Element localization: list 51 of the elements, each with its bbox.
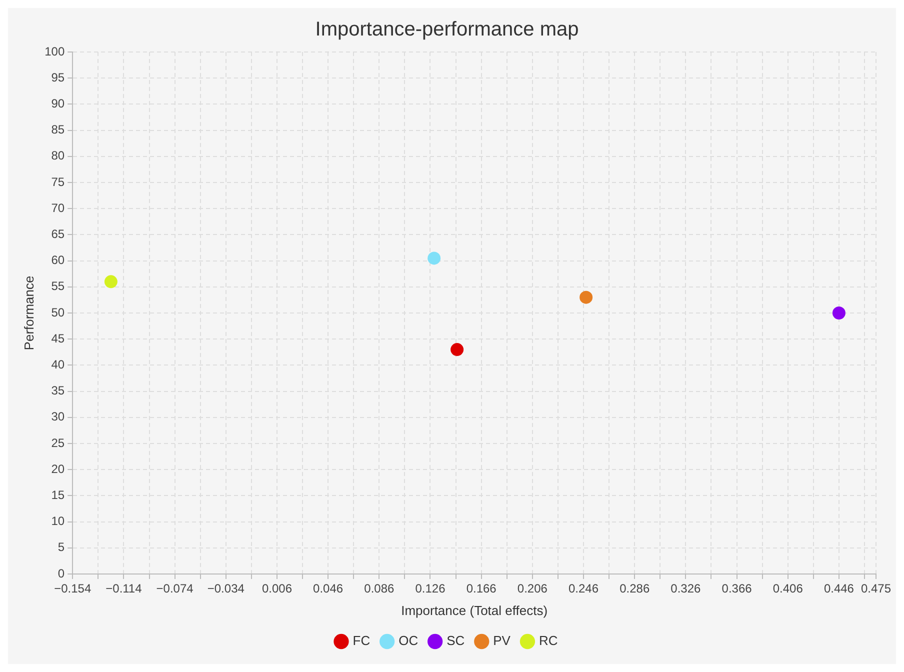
- y-tick-label: 10: [51, 514, 65, 528]
- legend-label: SC: [446, 633, 465, 648]
- y-tick-label: 20: [51, 462, 65, 476]
- x-tick-label: 0.286: [620, 582, 650, 596]
- x-tick-label: 0.246: [568, 582, 599, 596]
- x-tick-label: −0.114: [106, 582, 142, 596]
- x-tick-label: −0.034: [207, 582, 245, 596]
- point: [832, 306, 846, 320]
- y-tick-label: 65: [51, 227, 65, 242]
- x-tick-label: 0.086: [364, 582, 394, 596]
- x-tick-label: 0.406: [772, 582, 804, 596]
- y-tick-label: 50: [51, 305, 65, 320]
- y-tick-label: 45: [51, 331, 65, 346]
- y-tick-label: 90: [51, 96, 65, 111]
- y-tick-label: 5: [58, 540, 65, 554]
- x-tick-label: −0.074: [156, 582, 194, 596]
- legend-label: OC: [398, 633, 418, 648]
- legend-label: PV: [493, 633, 511, 648]
- x-tick-label: 0.326: [670, 582, 702, 596]
- y-tick-label: 55: [51, 279, 65, 294]
- y-tick-label: 75: [51, 174, 65, 189]
- y-tick-label: 0: [58, 566, 65, 580]
- x-tick-label: 0.206: [517, 582, 548, 596]
- point: [428, 252, 441, 265]
- y-tick-label: 15: [51, 488, 65, 502]
- x-tick-label: 0.366: [722, 582, 752, 596]
- y-tick-label: 80: [51, 148, 65, 163]
- y-tick-label: 40: [51, 358, 65, 372]
- x-tick-label: 0.446: [824, 582, 854, 596]
- y-tick-label: 85: [51, 122, 65, 137]
- y-tick-label: 100: [44, 44, 65, 58]
- point: [580, 290, 593, 304]
- point: [450, 343, 464, 356]
- y-axis-title: Performance: [21, 276, 36, 350]
- chart-title: Importance-performance map: [315, 18, 579, 41]
- y-tick-label: 95: [51, 70, 65, 84]
- x-tick-label: 0.166: [466, 582, 497, 596]
- legend-label: RC: [538, 633, 558, 648]
- point: [104, 275, 118, 288]
- y-tick-label: 30: [51, 410, 65, 424]
- x-axis-title: Importance (Total effects): [401, 602, 548, 618]
- x-tick-label: 0.126: [415, 582, 446, 596]
- y-tick-label: 60: [51, 253, 65, 268]
- x-tick-label: 0.046: [313, 582, 344, 596]
- x-tick-label: 0.475: [860, 582, 892, 596]
- x-tick-label: 0.006: [262, 582, 292, 596]
- x-tick-label: −0.154: [54, 582, 92, 596]
- legend-label: FC: [352, 633, 370, 648]
- y-tick-label: 35: [51, 384, 65, 398]
- y-tick-label: 25: [51, 436, 65, 450]
- y-tick-label: 70: [51, 200, 65, 215]
